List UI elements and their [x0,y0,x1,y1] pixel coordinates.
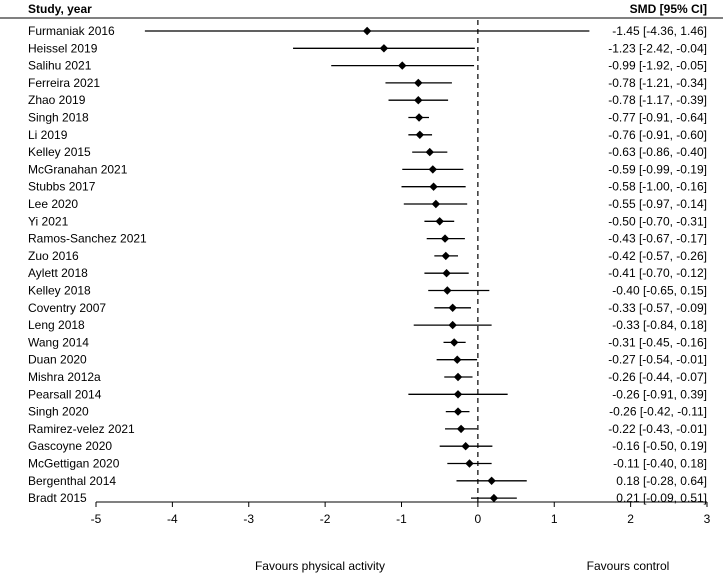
smd-point [453,390,463,399]
study-ci-label: -0.78 [-1.17, -0.39] [608,93,707,107]
smd-point [461,442,470,451]
study-ci-label: 0.21 [-0.09, 0.51] [616,491,707,505]
study-ci-label: -1.45 [-4.36, 1.46] [612,24,707,38]
study-ci-label: -0.41 [-0.70, -0.12] [608,266,707,280]
study-name: McGettigan 2020 [28,457,120,471]
study-ci-label: -0.40 [-0.65, 0.15] [612,284,707,298]
study-name: Coventry 2007 [28,301,106,315]
study-ci-label: -0.42 [-0.57, -0.26] [608,249,707,263]
smd-point [414,96,423,105]
header-smd: SMD [95% CI] [630,2,707,16]
smd-point [453,355,462,364]
study-name: Stubbs 2017 [28,180,96,194]
study-ci-label: -0.58 [-1.00, -0.16] [608,180,707,194]
study-ci-label: -0.26 [-0.42, -0.11] [609,405,707,419]
study-name: Yi 2021 [28,214,69,228]
study-name: McGranahan 2021 [28,162,128,176]
smd-point [489,493,499,503]
x-tick-label: -1 [396,512,407,526]
smd-point [443,286,452,295]
study-ci-label: -0.99 [-1.92, -0.05] [608,59,707,73]
study-name: Pearsall 2014 [28,387,102,401]
smd-point [428,165,438,174]
x-tick-label: -3 [243,512,254,526]
smd-point [415,130,425,139]
study-name: Heissel 2019 [28,41,98,55]
study-ci-label: -0.11 [-0.40, 0.18] [613,457,707,471]
smd-point [449,338,459,347]
smd-point [414,78,423,88]
smd-point [456,424,466,434]
smd-point [431,199,441,209]
x-tick-label: 2 [627,512,634,526]
study-ci-label: -0.26 [-0.44, -0.07] [608,370,707,384]
study-name: Bradt 2015 [28,491,87,505]
smd-point [465,459,474,468]
study-name: Zuo 2016 [28,249,79,263]
smd-point [440,234,450,243]
study-ci-label: -0.63 [-0.86, -0.40] [608,145,707,159]
x-tick-label: -2 [320,512,331,526]
study-name: Duan 2020 [28,353,87,367]
study-ci-label: -0.76 [-0.91, -0.60] [608,128,707,142]
study-name: Furmaniak 2016 [28,24,115,38]
study-name: Zhao 2019 [28,93,86,107]
study-name: Li 2019 [28,128,68,142]
study-name: Singh 2018 [28,111,89,125]
study-ci-label: -0.43 [-0.67, -0.17] [608,232,707,246]
study-name: Ramos-Sanchez 2021 [28,232,147,246]
study-ci-label: -0.31 [-0.45, -0.16] [608,335,707,349]
smd-point [487,476,496,485]
study-name: Mishra 2012a [28,370,101,384]
x-tick-label: -5 [91,512,102,526]
study-name: Leng 2018 [28,318,85,332]
study-ci-label: -0.78 [-1.21, -0.34] [608,76,707,90]
study-ci-label: -0.27 [-0.54, -0.01] [608,353,707,367]
x-tick-label: 0 [475,512,482,526]
study-ci-label: 0.18 [-0.28, 0.64] [616,474,707,488]
study-name: Salihu 2021 [28,59,92,73]
smd-point [453,372,463,382]
x-tick-label: -4 [167,512,178,526]
smd-point [448,320,457,330]
smd-point [425,147,434,157]
study-ci-label: -0.55 [-0.97, -0.14] [608,197,707,211]
smd-point [448,303,457,312]
smd-point [453,407,463,416]
smd-point [441,251,450,261]
footer-favours-activity: Favours physical activity [255,559,385,573]
footer-favours-control: Favours control [587,559,670,573]
study-ci-label: -0.59 [-0.99, -0.19] [608,162,707,176]
study-name: Gascoyne 2020 [28,439,112,453]
study-ci-label: -0.26 [-0.91, 0.39] [612,387,707,401]
smd-point [362,26,372,36]
study-ci-label: -1.23 [-2.42, -0.04] [608,41,707,55]
smd-point [442,269,451,278]
study-name: Ramirez-velez 2021 [28,422,135,436]
study-ci-label: -0.22 [-0.43, -0.01] [608,422,707,436]
x-tick-label: 3 [704,512,711,526]
study-ci-label: -0.50 [-0.70, -0.31] [608,214,707,228]
x-tick-label: 1 [551,512,558,526]
smd-point [429,182,438,191]
smd-point [379,44,389,53]
study-name: Singh 2020 [28,405,89,419]
study-name: Kelley 2018 [28,284,91,298]
study-name: Lee 2020 [28,197,78,211]
study-name: Wang 2014 [28,335,89,349]
study-ci-label: -0.16 [-0.50, 0.19] [612,439,707,453]
smd-point [435,217,444,226]
study-name: Bergenthal 2014 [28,474,116,488]
study-name: Aylett 2018 [28,266,88,280]
smd-point [398,61,407,70]
header-study: Study, year [28,2,92,16]
study-ci-label: -0.33 [-0.84, 0.18] [612,318,707,332]
study-name: Ferreira 2021 [28,76,100,90]
study-ci-label: -0.33 [-0.57, -0.09] [608,301,707,315]
smd-point [414,113,424,122]
study-name: Kelley 2015 [28,145,91,159]
study-ci-label: -0.77 [-0.91, -0.64] [608,111,707,125]
